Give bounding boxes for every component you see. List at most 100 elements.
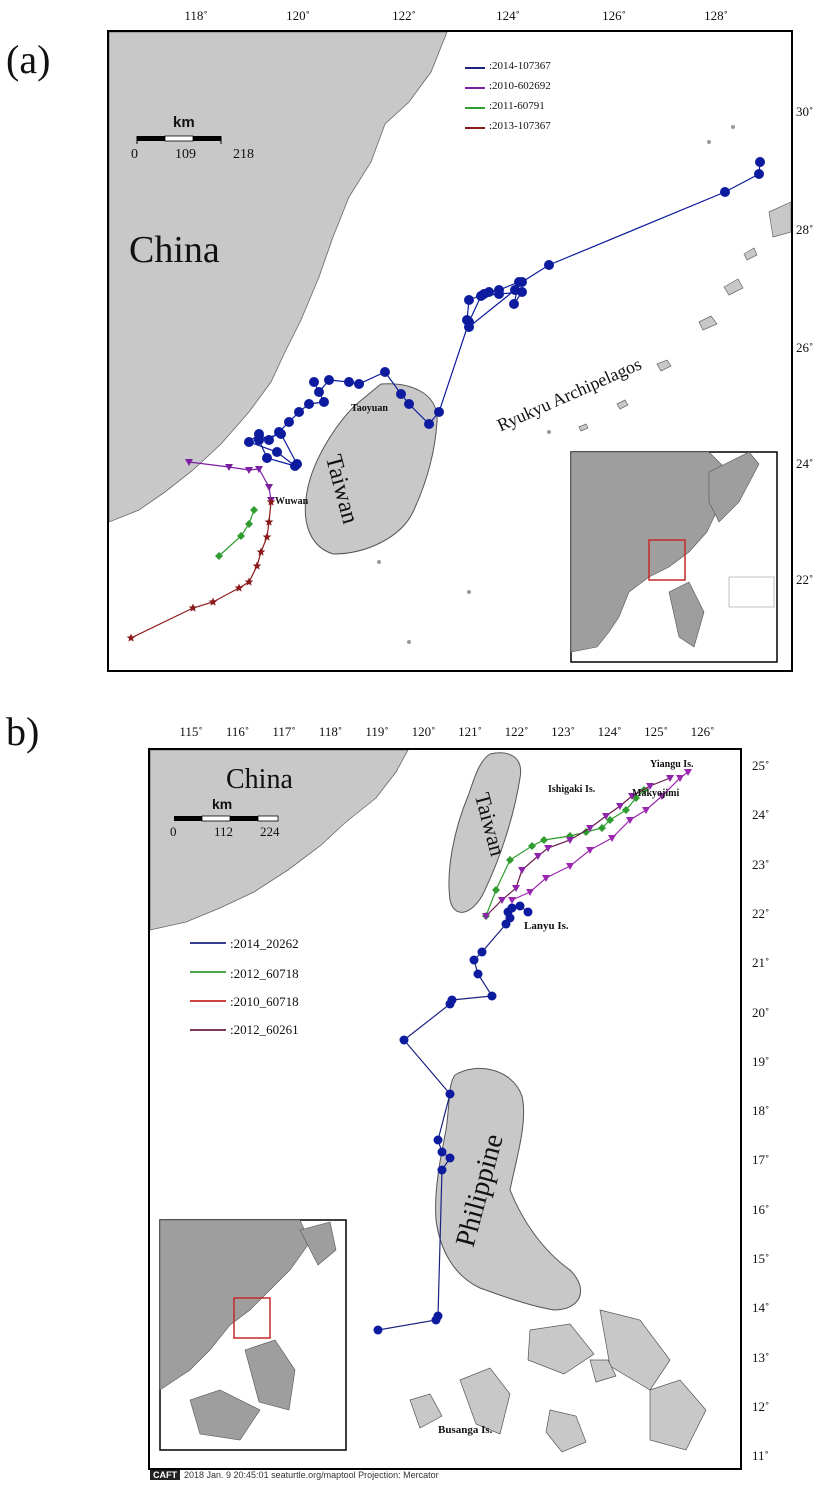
track-2014-107367-point [284, 417, 294, 427]
track-2014-107367-point [476, 291, 486, 301]
panel-a-scale-mark-1: 109 [175, 147, 196, 162]
panel-b-scale-mark-2: 224 [260, 824, 280, 839]
panel-b-lat-tick-2: 23˚ [752, 856, 770, 872]
panel-b-tracks [373, 769, 692, 1335]
track-2011-60791-point [237, 532, 245, 540]
panel-a-wuwan-label: Wuwan [275, 496, 309, 507]
track-2014-107367-point [319, 397, 329, 407]
panel-b-label: b) [6, 709, 40, 754]
panel-b-lat-tick-12: 13˚ [752, 1349, 770, 1365]
track-2012-60718-point [582, 828, 590, 836]
track-2012-60718-point [606, 816, 614, 824]
track-2011-60791-point [250, 506, 258, 514]
track-2014-107367-point [755, 157, 765, 167]
panel-a-map: km 0 109 218 :2014-107367 :2010-602692 :… [107, 30, 793, 672]
panel-a-tracks [126, 157, 765, 642]
panel-a-map-canvas [109, 32, 791, 663]
panel-b-scale-unit: km [212, 796, 233, 812]
track-2014-20262-point [399, 1035, 409, 1045]
panel-b-lat-tick-6: 19˚ [752, 1053, 770, 1069]
track-2014-20262-point [515, 901, 525, 911]
track-2012-60261-point [646, 783, 654, 790]
track-2014-107367-point [464, 295, 474, 305]
panel-b-lat-tick-14: 11˚ [752, 1448, 769, 1464]
panel-a-scale-bar [136, 135, 222, 144]
track-2014-107367-point [517, 287, 527, 297]
panel-b-lat-tick-4: 21˚ [752, 955, 770, 971]
panel-b-map: China km 0 112 224 :2014_20262 :2012_607… [148, 748, 742, 1470]
panel-b-legend-3: :2012_60261 [230, 1022, 299, 1037]
caft-logo: CAFT [150, 1470, 180, 1480]
track-2014-20262-point [433, 1135, 443, 1145]
track-2012-60718-point [492, 886, 500, 894]
track-2012-60718-point [598, 824, 606, 832]
panel-a-lon-tick-5: 128˚ [704, 8, 728, 23]
track-2014-20262-point [445, 1153, 455, 1163]
panel-b-busanga-label: Busanga Is. [438, 1424, 493, 1436]
track-2013-107367-point [188, 603, 198, 612]
track-2010-60718-point [658, 793, 666, 800]
panel-a-lon-tick-2: 122˚ [392, 8, 416, 23]
track-2014-107367-point [264, 435, 274, 445]
panel-a-scale-unit: km [173, 114, 195, 131]
panel-a-legend-2: :2011-60791 [489, 100, 545, 112]
panel-b-lon-tick-0: 115˚ [179, 724, 203, 739]
track-2012-60261-point [512, 885, 520, 892]
track-2012-60261-point [602, 813, 610, 820]
track-2013-107367-point [266, 497, 276, 506]
panel-b-legend-swatches [190, 942, 226, 1031]
panel-b-lat-tick-0: 25˚ [752, 758, 770, 773]
panel-a-taoyuan-label: Taoyuan [351, 403, 388, 414]
panel-a-lon-tick-0: 118˚ [184, 8, 208, 23]
track-2013-107367-point [208, 597, 218, 606]
panel-b-lon-tick-1: 116˚ [225, 724, 250, 739]
track-2011-60791-line [218, 509, 255, 557]
track-2012-60261-point [586, 825, 594, 832]
panel-b-lat-tick-5: 20˚ [752, 1004, 770, 1020]
track-2010-602692-point [255, 466, 263, 473]
track-2014-20262-point [373, 1325, 383, 1335]
track-2012-60261-point [628, 793, 636, 800]
track-2012-60718-point [540, 836, 548, 844]
track-2010-60718-point [626, 817, 634, 824]
panel-b-lon-tick-7: 122˚ [504, 724, 529, 739]
track-2012-60261-point [534, 853, 542, 860]
track-2012-60261-point [666, 775, 674, 782]
taiwan-island [448, 752, 522, 913]
track-2014-107367-point [304, 399, 314, 409]
panel-a-lat-tick-2: 26˚ [796, 340, 814, 355]
panel-a-legend-swatches [465, 67, 485, 129]
track-2012-60261-point [544, 845, 552, 852]
panel-b-inset-map [159, 1219, 347, 1451]
panel-b-scale-mark-0: 0 [170, 824, 177, 839]
track-2014-107367-point [292, 459, 302, 469]
track-2012-60718-point [622, 806, 630, 814]
track-2014-107367-point [272, 447, 282, 457]
track-2011-60791-point [215, 552, 223, 560]
panel-b-legend-0: :2014_20262 [230, 936, 299, 951]
track-2014-107367-point [754, 169, 764, 179]
panel-a-lat-tick-3: 24˚ [796, 456, 814, 471]
track-2014-107367-point [464, 317, 474, 327]
track-2010-60718-point [526, 889, 534, 896]
track-2013-107367-point [126, 633, 136, 642]
track-2014-107367-point [434, 407, 444, 417]
panel-b-lon-tick-5: 120˚ [411, 724, 436, 739]
track-2014-20262-point [487, 991, 497, 1001]
panel-a-lat-tick-4: 22˚ [796, 572, 814, 587]
panel-a-scale-mark-2: 218 [233, 147, 254, 162]
track-2014-107367-point [354, 379, 364, 389]
panel-a-lat-tick-1: 28˚ [796, 222, 814, 237]
panel-b-lat-tick-11: 14˚ [752, 1300, 770, 1316]
track-2013-107367-point [244, 577, 254, 586]
track-2010-602692-point [185, 459, 193, 466]
china-landmass [150, 750, 409, 931]
track-2010-60718-point [684, 769, 692, 776]
panel-b-lanyu-label: Lanyu Is. [524, 920, 569, 932]
track-2014-20262-point [473, 969, 483, 979]
panel-b-scale-bar [174, 815, 279, 822]
track-2014-107367-point [262, 453, 272, 463]
track-2014-107367-point [254, 435, 264, 445]
track-2013-107367-point [262, 532, 272, 541]
panel-b-footer: CAFT 2018 Jan. 9 20:45:01 seaturtle.org/m… [150, 1470, 439, 1480]
